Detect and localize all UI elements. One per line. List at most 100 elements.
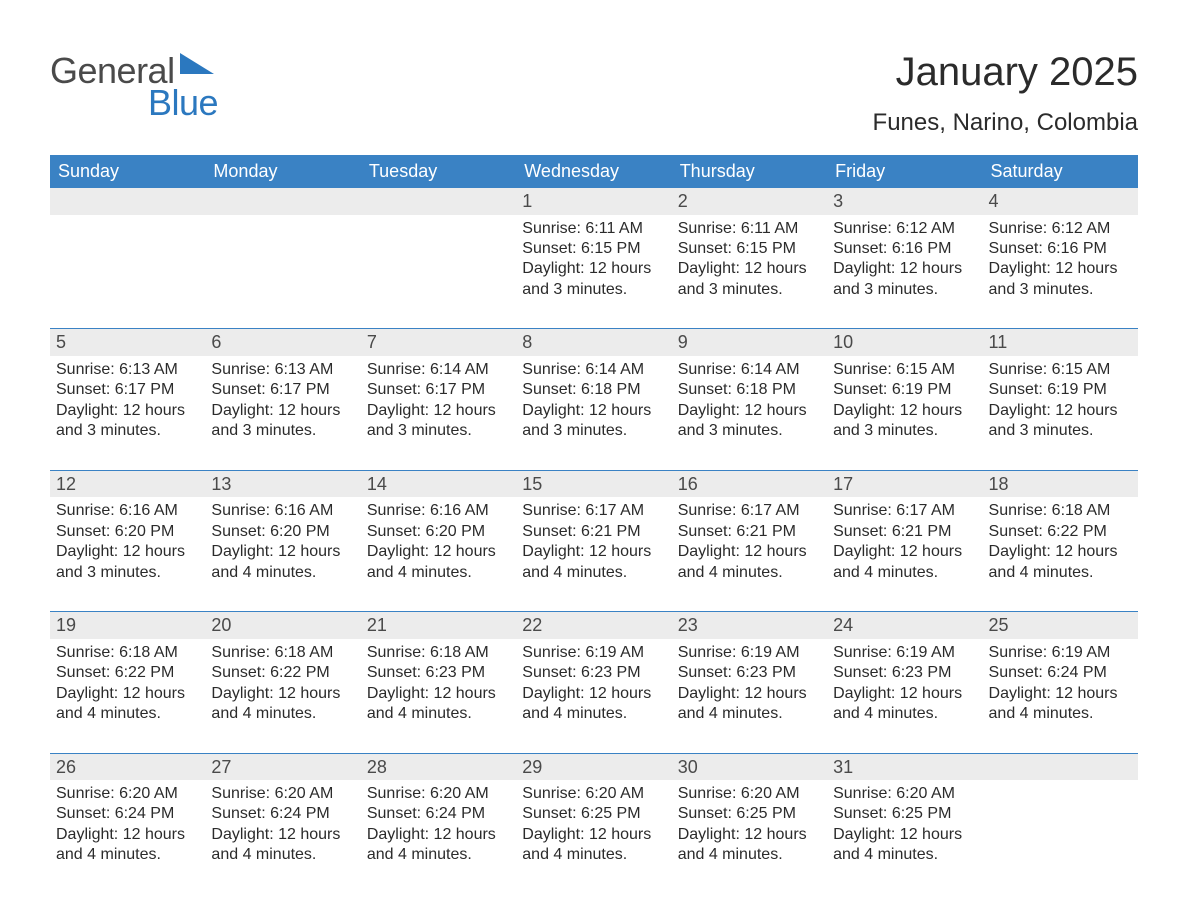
- day-number-cell: 25: [983, 612, 1138, 639]
- day-number-cell: 6: [205, 329, 360, 356]
- daylight-text: Daylight: 12 hours: [678, 825, 821, 845]
- sunrise-text: Sunrise: 6:20 AM: [211, 784, 354, 804]
- day-number-cell: 8: [516, 329, 671, 356]
- sunset-text: Sunset: 6:22 PM: [56, 663, 199, 683]
- sunset-text: Sunset: 6:24 PM: [56, 804, 199, 824]
- daylight-text: Daylight: 12 hours: [522, 684, 665, 704]
- day-number-cell: 7: [361, 329, 516, 356]
- day-body-cell: Sunrise: 6:11 AMSunset: 6:15 PMDaylight:…: [672, 215, 827, 329]
- daylight-text: Daylight: 12 hours: [833, 542, 976, 562]
- sunset-text: Sunset: 6:17 PM: [211, 380, 354, 400]
- daylight-text: and 4 minutes.: [367, 563, 510, 583]
- calendar-body: 1234 Sunrise: 6:11 AMSunset: 6:15 PMDayl…: [50, 188, 1138, 876]
- sunrise-text: Sunrise: 6:12 AM: [989, 219, 1132, 239]
- day-body-cell: Sunrise: 6:15 AMSunset: 6:19 PMDaylight:…: [983, 356, 1138, 470]
- day-number-cell: 13: [205, 470, 360, 497]
- daylight-text: and 4 minutes.: [833, 845, 976, 865]
- day-body-cell: Sunrise: 6:13 AMSunset: 6:17 PMDaylight:…: [205, 356, 360, 470]
- daylight-text: Daylight: 12 hours: [56, 825, 199, 845]
- daylight-text: Daylight: 12 hours: [678, 542, 821, 562]
- sunrise-text: Sunrise: 6:19 AM: [989, 643, 1132, 663]
- sunrise-text: Sunrise: 6:15 AM: [833, 360, 976, 380]
- sunset-text: Sunset: 6:21 PM: [522, 522, 665, 542]
- daylight-text: and 3 minutes.: [678, 421, 821, 441]
- sunset-text: Sunset: 6:24 PM: [989, 663, 1132, 683]
- weekday-header: Tuesday: [361, 155, 516, 188]
- day-number-cell: 28: [361, 753, 516, 780]
- daylight-text: Daylight: 12 hours: [522, 542, 665, 562]
- daylight-text: Daylight: 12 hours: [833, 259, 976, 279]
- day-body-cell: Sunrise: 6:19 AMSunset: 6:23 PMDaylight:…: [827, 639, 982, 753]
- weekday-header-row: SundayMondayTuesdayWednesdayThursdayFrid…: [50, 155, 1138, 188]
- day-number-cell: 3: [827, 188, 982, 215]
- day-number-cell: 9: [672, 329, 827, 356]
- calendar-table: SundayMondayTuesdayWednesdayThursdayFrid…: [50, 155, 1138, 876]
- day-body-row: Sunrise: 6:16 AMSunset: 6:20 PMDaylight:…: [50, 497, 1138, 611]
- sunrise-text: Sunrise: 6:20 AM: [367, 784, 510, 804]
- daylight-text: Daylight: 12 hours: [56, 401, 199, 421]
- sunrise-text: Sunrise: 6:18 AM: [211, 643, 354, 663]
- daylight-text: and 3 minutes.: [522, 421, 665, 441]
- day-body-cell: [361, 215, 516, 329]
- sunrise-text: Sunrise: 6:16 AM: [56, 501, 199, 521]
- day-number-cell: 24: [827, 612, 982, 639]
- day-number-cell: 31: [827, 753, 982, 780]
- daylight-text: and 4 minutes.: [678, 845, 821, 865]
- day-body-cell: Sunrise: 6:12 AMSunset: 6:16 PMDaylight:…: [983, 215, 1138, 329]
- day-body-cell: Sunrise: 6:18 AMSunset: 6:22 PMDaylight:…: [205, 639, 360, 753]
- daylight-text: Daylight: 12 hours: [833, 684, 976, 704]
- logo: General Blue: [50, 50, 218, 124]
- sunset-text: Sunset: 6:22 PM: [211, 663, 354, 683]
- location-subtitle: Funes, Narino, Colombia: [873, 109, 1138, 137]
- day-number-cell: 14: [361, 470, 516, 497]
- daylight-text: Daylight: 12 hours: [211, 825, 354, 845]
- sunrise-text: Sunrise: 6:11 AM: [522, 219, 665, 239]
- day-body-cell: Sunrise: 6:15 AMSunset: 6:19 PMDaylight:…: [827, 356, 982, 470]
- day-body-cell: [983, 780, 1138, 876]
- daylight-text: and 4 minutes.: [678, 704, 821, 724]
- daylight-text: and 4 minutes.: [56, 704, 199, 724]
- day-body-cell: Sunrise: 6:18 AMSunset: 6:23 PMDaylight:…: [361, 639, 516, 753]
- sunrise-text: Sunrise: 6:17 AM: [833, 501, 976, 521]
- day-number-cell: 27: [205, 753, 360, 780]
- daylight-text: and 4 minutes.: [211, 845, 354, 865]
- day-body-cell: [50, 215, 205, 329]
- daylight-text: Daylight: 12 hours: [367, 542, 510, 562]
- daylight-text: Daylight: 12 hours: [211, 401, 354, 421]
- sunset-text: Sunset: 6:20 PM: [56, 522, 199, 542]
- daylight-text: Daylight: 12 hours: [989, 401, 1132, 421]
- daylight-text: and 3 minutes.: [989, 421, 1132, 441]
- day-number-cell: 15: [516, 470, 671, 497]
- day-number-cell: 22: [516, 612, 671, 639]
- sunrise-text: Sunrise: 6:19 AM: [678, 643, 821, 663]
- day-body-cell: Sunrise: 6:20 AMSunset: 6:25 PMDaylight:…: [827, 780, 982, 876]
- day-body-cell: Sunrise: 6:18 AMSunset: 6:22 PMDaylight:…: [983, 497, 1138, 611]
- sunrise-text: Sunrise: 6:14 AM: [678, 360, 821, 380]
- daylight-text: Daylight: 12 hours: [989, 542, 1132, 562]
- sunset-text: Sunset: 6:21 PM: [678, 522, 821, 542]
- sunrise-text: Sunrise: 6:18 AM: [989, 501, 1132, 521]
- sunrise-text: Sunrise: 6:16 AM: [367, 501, 510, 521]
- logo-word2: Blue: [148, 82, 218, 124]
- daylight-text: and 4 minutes.: [678, 563, 821, 583]
- daylight-text: and 4 minutes.: [989, 704, 1132, 724]
- sunrise-text: Sunrise: 6:13 AM: [211, 360, 354, 380]
- day-body-cell: Sunrise: 6:17 AMSunset: 6:21 PMDaylight:…: [516, 497, 671, 611]
- sunset-text: Sunset: 6:15 PM: [678, 239, 821, 259]
- daylight-text: Daylight: 12 hours: [367, 684, 510, 704]
- day-number-row: 262728293031: [50, 753, 1138, 780]
- sunrise-text: Sunrise: 6:16 AM: [211, 501, 354, 521]
- sunrise-text: Sunrise: 6:19 AM: [833, 643, 976, 663]
- daylight-text: and 3 minutes.: [833, 421, 976, 441]
- daylight-text: and 3 minutes.: [367, 421, 510, 441]
- daylight-text: and 3 minutes.: [833, 280, 976, 300]
- daylight-text: Daylight: 12 hours: [367, 401, 510, 421]
- day-body-cell: Sunrise: 6:14 AMSunset: 6:17 PMDaylight:…: [361, 356, 516, 470]
- daylight-text: and 3 minutes.: [56, 563, 199, 583]
- day-body-cell: Sunrise: 6:17 AMSunset: 6:21 PMDaylight:…: [672, 497, 827, 611]
- sunset-text: Sunset: 6:16 PM: [989, 239, 1132, 259]
- day-body-cell: [205, 215, 360, 329]
- sunset-text: Sunset: 6:23 PM: [833, 663, 976, 683]
- daylight-text: and 4 minutes.: [833, 704, 976, 724]
- day-body-cell: Sunrise: 6:20 AMSunset: 6:25 PMDaylight:…: [672, 780, 827, 876]
